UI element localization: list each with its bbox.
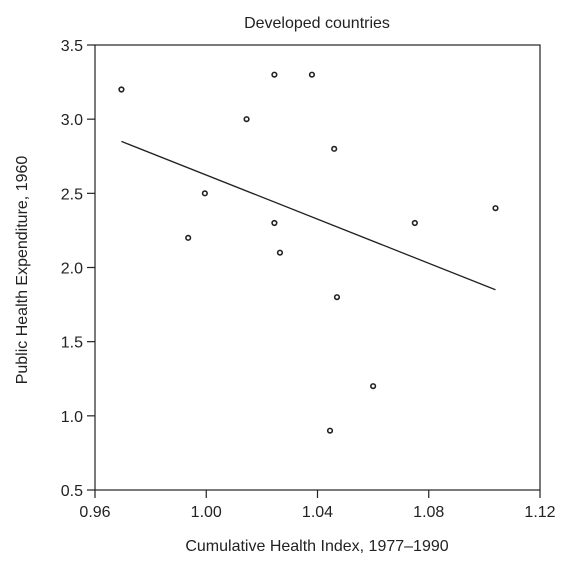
x-tick-label: 1.00 [191, 504, 222, 521]
data-point [276, 249, 284, 256]
data-point [201, 190, 208, 197]
plot-frame [94, 44, 541, 491]
data-point [308, 71, 316, 78]
y-tick-label: 0.5 [61, 483, 83, 500]
data-point [370, 383, 377, 390]
x-axis-label: Cumulative Health Index, 1977–1990 [185, 538, 448, 555]
y-tick-label: 2.5 [61, 186, 83, 203]
data-point [333, 294, 341, 301]
x-tick-label: 1.08 [413, 504, 444, 521]
y-axis: 0.5 1.0 1.5 2.0 2.5 3.0 3.5 [61, 38, 95, 500]
data-point [243, 116, 250, 123]
y-tick-label: 3.0 [61, 112, 83, 129]
data-point [411, 219, 418, 227]
data-point [271, 219, 278, 227]
x-tick-label: 0.96 [79, 504, 110, 521]
y-axis-label: Public Health Expenditure, 1960 [14, 156, 31, 385]
data-point [185, 234, 192, 241]
data-point [492, 205, 499, 212]
data-point [271, 71, 278, 78]
x-tick-label: 1.12 [524, 504, 555, 521]
data-point [118, 86, 125, 93]
data-point [331, 145, 338, 152]
y-tick-label: 1.0 [61, 409, 83, 426]
y-tick-label: 3.5 [61, 38, 83, 55]
chart-title: Developed countries [244, 15, 390, 32]
data-point [326, 427, 334, 434]
x-axis: 0.96 1.00 1.04 1.08 1.12 [79, 490, 556, 521]
y-tick-label: 2.0 [61, 261, 83, 278]
y-tick-label: 1.5 [61, 335, 83, 352]
regression-line [121, 140, 496, 291]
x-tick-label: 1.04 [302, 504, 333, 521]
data-points [118, 71, 499, 434]
